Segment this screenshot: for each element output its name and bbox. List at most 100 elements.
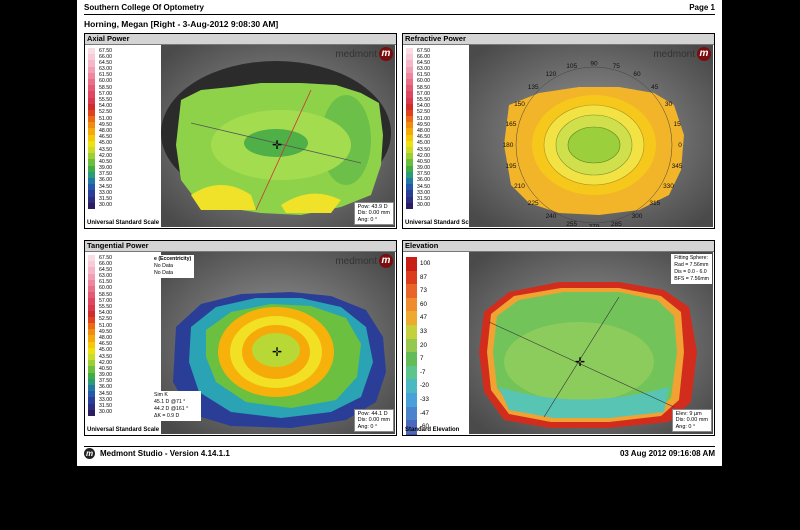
elevation-panel[interactable]: Elevation 100 87 73 60 47 33 20 7 -7 -20 -33 -47 -60…	[402, 240, 715, 436]
scale-row: 43.50	[406, 147, 466, 154]
scale-row: 40.50	[88, 365, 148, 373]
scale-row: 61.50	[88, 72, 148, 79]
scale-value: 52.50	[99, 109, 112, 116]
center-cross-icon: ✛	[272, 345, 282, 359]
scale-value: 60	[420, 300, 427, 308]
protractor-label: 150	[514, 101, 525, 108]
protractor-label: 210	[514, 183, 525, 190]
scale-row: 67.50	[88, 254, 148, 262]
scale-swatch	[88, 202, 95, 209]
report-timestamp: 03 Aug 2012 09:16:08 AM	[619, 449, 715, 458]
scale-row: 57.00	[88, 91, 148, 98]
scale-swatch	[88, 279, 95, 286]
report-page: Southern College Of Optometry Page 1 Hor…	[77, 0, 722, 466]
meridian-line	[488, 321, 675, 408]
scale-row: 61.50	[406, 72, 466, 79]
scale-value: 100	[420, 260, 431, 267]
scale-swatch	[88, 184, 95, 191]
refractive-map[interactable]: 7590105120135150165180195210225240255270…	[469, 45, 713, 227]
scale-value: 37.50	[417, 171, 430, 178]
panel-title: Tangential Power	[85, 241, 396, 252]
scale-value: 67.50	[99, 47, 112, 54]
scale-value: 57.00	[417, 90, 430, 97]
scale-swatch	[88, 147, 95, 154]
scale-value: 33	[420, 327, 427, 335]
scale-swatch	[88, 403, 95, 410]
scale-value: 58.50	[99, 84, 112, 91]
scale-row: 51.00	[88, 323, 148, 330]
scale-swatch	[88, 159, 95, 166]
scale-value: 45.00	[417, 140, 430, 147]
scale-value: 31.50	[417, 196, 430, 202]
scale-swatch	[406, 78, 413, 86]
scale-row: 66.00	[406, 53, 466, 61]
scale-row: 63.00	[88, 66, 148, 73]
scale-swatch	[406, 284, 417, 298]
scale-row: -47	[406, 406, 466, 421]
tangential-power-panel[interactable]: Tangential Power 67.50 66.00 64.50 63.00 61.…	[84, 240, 397, 436]
power-scale: 67.50 66.00 64.50 63.00 61.50 60.00 58.50 57.00…	[88, 255, 148, 416]
scale-swatch	[406, 190, 413, 197]
axial-power-panel[interactable]: Axial Power 67.50 66.00 64.50 63.00 61.50 60.…	[84, 33, 397, 229]
tangential-map[interactable]: ✛	[161, 252, 395, 434]
medmont-logo-icon: m	[84, 448, 95, 459]
scale-row: -60	[406, 420, 466, 434]
scale-value: 45.00	[99, 140, 112, 147]
scale-value: 7	[420, 355, 424, 363]
scale-row: 48.00	[88, 128, 148, 135]
scale-swatch	[88, 190, 95, 197]
scale-row: 30.00	[88, 202, 148, 209]
scale-value: 57.00	[99, 297, 112, 304]
scale-swatch	[406, 392, 417, 407]
medmont-logo: medmont m	[335, 46, 393, 62]
scale-value: 30.00	[99, 202, 112, 209]
protractor-label: 330	[663, 183, 674, 190]
scale-value: 64.50	[417, 59, 430, 66]
scale-value: 58.50	[417, 84, 430, 91]
scale-value: 51.00	[417, 115, 430, 122]
scale-row: 40.50	[88, 158, 148, 166]
scale-row: 33.00	[88, 189, 148, 197]
scale-row: 49.50	[406, 122, 466, 129]
scale-value: 67.50	[417, 47, 430, 54]
scale-value: 60.00	[417, 78, 430, 85]
scale-swatch	[88, 66, 95, 73]
footer: m Medmont Studio - Version 4.14.1.1 03 A…	[84, 447, 715, 461]
scale-swatch	[88, 177, 95, 185]
scale-value: 40.50	[99, 158, 112, 165]
scale-row: 55.50	[88, 97, 148, 104]
elevation-map[interactable]: ✛	[469, 252, 713, 434]
scale-row: 52.50	[88, 316, 148, 324]
scale-value: 43.50	[99, 353, 112, 360]
scale-row: 60	[406, 297, 466, 312]
scale-value: 66.00	[417, 53, 430, 60]
scale-row: 34.50	[88, 184, 148, 191]
scale-swatch	[88, 91, 95, 98]
scale-row: 46.50	[88, 341, 148, 348]
scale-row: 45.00	[88, 140, 148, 147]
scale-row: -7	[406, 365, 466, 380]
axial-map[interactable]: ✛	[161, 45, 395, 227]
scale-row: 39.00	[88, 165, 148, 172]
scale-row: 60.00	[88, 78, 148, 86]
scale-swatch	[406, 297, 417, 312]
scale-value: 39.00	[99, 165, 112, 172]
scale-swatch	[406, 365, 417, 380]
scale-swatch	[406, 147, 413, 154]
scale-swatch	[406, 116, 413, 123]
scale-swatch	[88, 109, 95, 117]
scale-value: 67.50	[99, 254, 112, 261]
protractor-label: 225	[528, 200, 539, 207]
scale-row: 73	[406, 284, 466, 298]
refractive-power-panel[interactable]: Refractive Power 67.50 66.00 64.50 63.00 61.…	[402, 33, 715, 229]
map-zone	[499, 387, 669, 418]
scale-value: 43.50	[99, 146, 112, 153]
readout: Pow: 44.1 D Dis: 0.00 mm Ang: 0 °	[353, 408, 394, 432]
scale-row: 54.00	[88, 103, 148, 110]
scale-value: 40.50	[99, 365, 112, 372]
scale-value: 33.00	[99, 189, 112, 196]
scale-value: 52.50	[99, 316, 112, 323]
sim-k-box: Sim K 45.1 D @71 ° 44.2 D @161 ° ΔK = 0.…	[151, 391, 201, 421]
scale-value: 63.00	[417, 66, 430, 73]
scale-value: 48.00	[99, 334, 112, 341]
